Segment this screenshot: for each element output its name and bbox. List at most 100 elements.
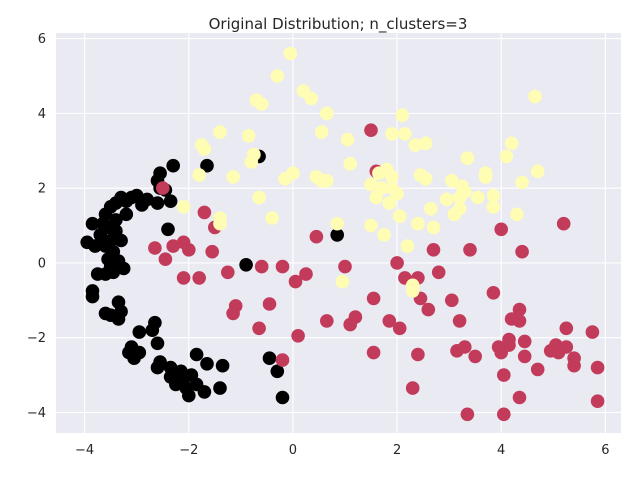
data-point — [486, 188, 501, 203]
data-point — [132, 325, 147, 339]
chart-title: Original Distribution; n_clusters=3 — [209, 15, 468, 34]
x-tick-labels: −4 −2 0 2 4 6 — [75, 443, 610, 458]
data-point — [270, 364, 285, 379]
data-point — [559, 321, 574, 336]
data-point — [85, 289, 100, 304]
data-point — [90, 267, 105, 281]
data-point — [364, 177, 378, 192]
data-point — [530, 164, 545, 179]
y-tick-label: 4 — [38, 107, 46, 122]
data-point — [515, 244, 529, 259]
data-point — [119, 207, 134, 222]
data-point — [515, 175, 529, 190]
data-point — [385, 170, 399, 184]
data-point — [156, 181, 170, 195]
data-point — [166, 239, 180, 253]
x-tick-label: −2 — [179, 443, 198, 458]
data-point — [366, 291, 381, 306]
data-point — [364, 123, 378, 137]
data-point — [114, 233, 128, 248]
data-point — [283, 46, 298, 61]
data-point — [364, 218, 378, 233]
data-point — [150, 336, 165, 351]
data-point — [585, 325, 600, 339]
data-point — [189, 347, 204, 362]
x-tick-label: 0 — [289, 443, 297, 458]
data-point — [528, 89, 542, 104]
data-point — [176, 271, 191, 285]
data-point — [382, 196, 397, 210]
data-point — [408, 138, 423, 152]
data-point — [213, 125, 227, 139]
data-point — [150, 360, 165, 375]
data-point — [499, 149, 514, 164]
grid-lines — [56, 33, 621, 433]
data-point — [497, 407, 511, 422]
data-point — [275, 259, 290, 274]
data-point — [392, 321, 407, 336]
data-point — [377, 228, 391, 242]
data-point — [288, 274, 303, 289]
data-point — [338, 259, 352, 274]
data-point — [510, 207, 524, 222]
data-point — [504, 136, 519, 151]
data-point — [197, 142, 212, 156]
x-tick-label: 6 — [601, 443, 609, 458]
data-point — [150, 196, 165, 210]
data-point — [382, 314, 397, 328]
data-point — [411, 216, 425, 231]
data-point — [395, 108, 410, 122]
y-tick-labels: −4 −2 0 2 4 6 — [27, 32, 46, 421]
data-point — [252, 321, 266, 336]
data-point — [221, 265, 235, 280]
data-point — [445, 293, 459, 308]
data-point — [197, 385, 212, 399]
data-point — [439, 192, 454, 207]
data-point — [226, 170, 240, 184]
data-point — [460, 151, 475, 165]
data-point — [392, 209, 407, 223]
data-point — [182, 243, 196, 257]
data-point — [418, 136, 433, 151]
data-point — [426, 243, 441, 257]
data-point — [85, 216, 100, 231]
data-point — [400, 239, 415, 253]
data-point — [478, 166, 493, 180]
data-point — [182, 388, 196, 403]
data-point — [262, 297, 277, 311]
data-point — [239, 258, 253, 272]
y-tick-label: −2 — [27, 331, 46, 346]
data-point — [304, 91, 319, 106]
data-point — [309, 229, 324, 244]
data-point — [98, 306, 113, 321]
data-point — [512, 302, 527, 317]
data-point — [127, 351, 141, 366]
data-point — [200, 357, 214, 371]
data-point — [169, 377, 183, 392]
data-point — [460, 407, 475, 422]
x-tick-label: 2 — [393, 443, 401, 458]
y-tick-label: 2 — [38, 182, 46, 197]
data-point — [431, 265, 446, 280]
data-point — [374, 181, 389, 195]
data-point — [192, 168, 206, 182]
y-tick-label: 6 — [38, 32, 46, 47]
data-point — [299, 267, 313, 281]
data-point — [252, 190, 266, 205]
data-point — [590, 360, 605, 375]
data-point — [275, 353, 290, 367]
data-point — [213, 216, 227, 231]
data-point — [405, 284, 420, 298]
data-point — [421, 302, 436, 317]
data-point — [275, 390, 290, 405]
data-point — [517, 349, 532, 364]
data-point — [200, 158, 214, 173]
data-point — [411, 347, 425, 362]
data-point — [398, 127, 412, 141]
data-point — [486, 200, 501, 214]
data-point — [445, 173, 459, 188]
data-point — [116, 261, 131, 276]
data-point — [213, 381, 227, 395]
x-tick-label: −4 — [75, 443, 94, 458]
